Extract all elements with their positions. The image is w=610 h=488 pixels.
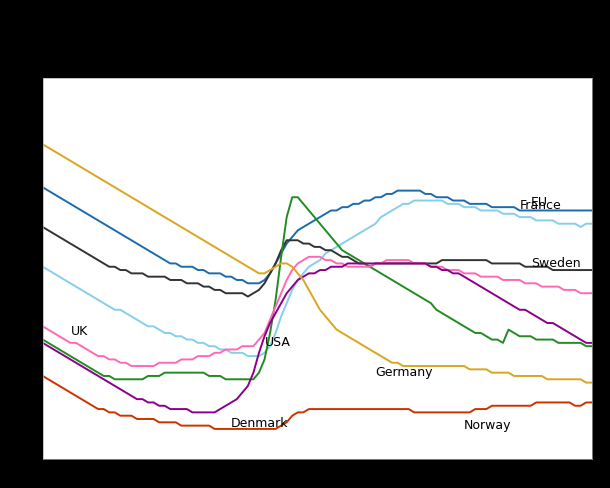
Text: France: France [520,199,561,212]
Text: USA: USA [265,336,290,349]
Text: EU: EU [531,196,548,208]
Text: Denmark: Denmark [231,417,289,430]
Text: UK: UK [70,325,88,338]
Text: Norway: Norway [464,419,512,432]
Text: Sweden: Sweden [531,257,580,270]
Text: Germany: Germany [375,366,433,379]
